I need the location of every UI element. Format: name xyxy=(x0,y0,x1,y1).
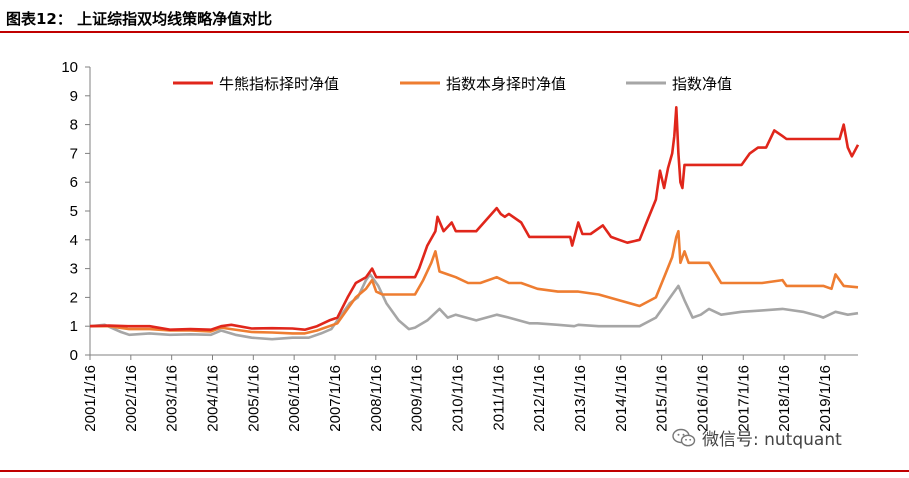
series-line xyxy=(90,229,859,335)
y-tick-label: 4 xyxy=(70,232,78,249)
series-line xyxy=(89,273,859,341)
x-tick-label: 2005/1/16 xyxy=(245,365,262,432)
watermark: 微信号: nutquant xyxy=(672,425,842,453)
figure-title: 图表12： 上证综指双均线策略净值对比 xyxy=(6,10,273,28)
y-tick-label: 2 xyxy=(70,289,78,306)
y-tick-label: 1 xyxy=(70,318,78,335)
title-divider xyxy=(0,31,909,33)
legend-label: 指数净值 xyxy=(672,75,732,93)
x-tick-label: 2009/1/16 xyxy=(409,365,426,432)
x-tick-label: 2007/1/16 xyxy=(327,365,344,432)
x-tick-label: 2017/1/16 xyxy=(735,365,752,432)
legend-label: 指数本身择时净值 xyxy=(446,75,566,93)
y-tick-label: 8 xyxy=(70,117,78,134)
y-tick-label: 3 xyxy=(70,261,78,278)
x-tick-label: 2012/1/16 xyxy=(531,365,548,432)
x-tick-label: 2010/1/16 xyxy=(449,365,466,432)
x-tick-label: 2015/1/16 xyxy=(654,365,671,432)
y-tick-label: 9 xyxy=(70,88,78,105)
y-tick-label: 7 xyxy=(70,145,78,162)
legend-label: 牛熊指标择时净值 xyxy=(219,75,339,93)
x-tick-label: 2011/1/16 xyxy=(490,365,507,431)
x-axis: 2001/1/16 2002/1/16 2003/1/16 2004/1/16 2005… xyxy=(82,355,834,432)
x-tick-label: 2014/1/16 xyxy=(613,365,630,432)
x-tick-label: 2004/1/16 xyxy=(204,365,221,432)
x-tick-label: 2001/1/16 xyxy=(82,365,99,432)
x-tick-label: 2008/1/16 xyxy=(368,365,385,432)
legend: 牛熊指标择时净值 指数本身择时净值 指数净值 xyxy=(173,75,732,93)
x-tick-label: 2016/1/16 xyxy=(694,365,711,432)
x-tick-label: 2013/1/16 xyxy=(572,365,589,432)
bottom-divider xyxy=(0,470,909,472)
x-tick-label: 2006/1/16 xyxy=(286,365,303,432)
y-tick-label: 6 xyxy=(70,174,78,191)
y-axis: 0 1 2 3 4 5 6 7 8 9 10 xyxy=(61,59,90,364)
x-tick-label: 2002/1/16 xyxy=(123,365,140,432)
wechat-icon xyxy=(672,428,696,453)
y-tick-label: 5 xyxy=(70,203,78,220)
y-tick-label: 10 xyxy=(61,59,78,76)
x-tick-label: 2018/1/16 xyxy=(776,365,793,432)
y-tick-label: 0 xyxy=(70,347,78,364)
series-line xyxy=(89,106,860,331)
x-tick-label: 2019/1/16 xyxy=(817,365,834,432)
series-layer xyxy=(89,106,860,341)
watermark-text: 微信号: nutquant xyxy=(702,430,842,450)
x-tick-label: 2003/1/16 xyxy=(164,365,181,432)
